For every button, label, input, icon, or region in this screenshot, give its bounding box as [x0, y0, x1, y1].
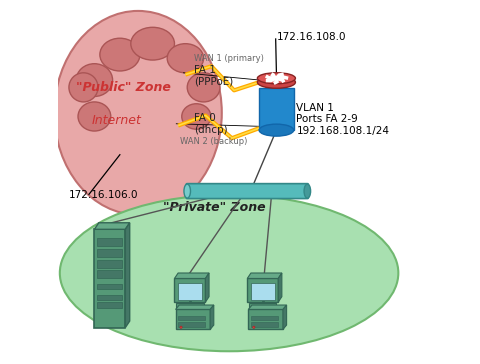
Polygon shape — [95, 223, 130, 229]
Ellipse shape — [100, 38, 140, 71]
Ellipse shape — [187, 73, 220, 102]
FancyBboxPatch shape — [178, 283, 202, 300]
Polygon shape — [125, 223, 130, 328]
Ellipse shape — [304, 184, 311, 198]
Text: WAN 1 (primary): WAN 1 (primary) — [194, 54, 264, 63]
Ellipse shape — [69, 73, 98, 102]
Polygon shape — [176, 305, 214, 309]
Text: Internet: Internet — [91, 114, 141, 127]
Polygon shape — [210, 305, 214, 329]
FancyBboxPatch shape — [251, 322, 278, 327]
FancyBboxPatch shape — [248, 309, 283, 329]
Text: "Private" Zone: "Private" Zone — [163, 201, 266, 214]
FancyBboxPatch shape — [97, 302, 122, 308]
Ellipse shape — [131, 27, 175, 60]
Ellipse shape — [184, 184, 191, 198]
FancyBboxPatch shape — [97, 284, 122, 289]
Ellipse shape — [253, 326, 255, 328]
FancyBboxPatch shape — [178, 322, 205, 327]
Ellipse shape — [76, 64, 113, 96]
FancyBboxPatch shape — [176, 303, 204, 308]
Text: 172.16.106.0: 172.16.106.0 — [69, 190, 138, 200]
FancyBboxPatch shape — [97, 238, 122, 246]
FancyBboxPatch shape — [95, 229, 125, 328]
Ellipse shape — [182, 104, 211, 129]
FancyBboxPatch shape — [251, 283, 275, 300]
Text: 172.16.108.0: 172.16.108.0 — [276, 32, 346, 43]
Text: "Public" Zone: "Public" Zone — [76, 81, 171, 94]
FancyBboxPatch shape — [97, 270, 122, 278]
Ellipse shape — [257, 76, 295, 88]
Polygon shape — [283, 305, 287, 329]
FancyBboxPatch shape — [176, 309, 210, 329]
Polygon shape — [247, 273, 282, 278]
Polygon shape — [259, 88, 294, 130]
Ellipse shape — [167, 44, 204, 73]
FancyBboxPatch shape — [97, 260, 122, 268]
Ellipse shape — [259, 124, 294, 136]
FancyBboxPatch shape — [178, 316, 205, 320]
Ellipse shape — [54, 11, 222, 215]
FancyBboxPatch shape — [186, 184, 309, 199]
Ellipse shape — [257, 73, 295, 84]
FancyBboxPatch shape — [249, 303, 276, 308]
FancyBboxPatch shape — [175, 278, 205, 302]
Polygon shape — [205, 273, 209, 302]
Polygon shape — [248, 305, 287, 309]
FancyBboxPatch shape — [251, 316, 278, 320]
Ellipse shape — [78, 102, 111, 131]
Ellipse shape — [180, 326, 182, 328]
Text: FA 1
(PPPoE): FA 1 (PPPoE) — [194, 64, 234, 86]
FancyBboxPatch shape — [97, 295, 122, 300]
Polygon shape — [278, 273, 282, 302]
FancyBboxPatch shape — [97, 249, 122, 257]
Text: WAN 2 (backup): WAN 2 (backup) — [180, 137, 247, 146]
Polygon shape — [175, 273, 209, 278]
Ellipse shape — [60, 195, 398, 351]
Text: FA 0
(dhcp): FA 0 (dhcp) — [194, 113, 228, 135]
Text: VLAN 1
Ports FA 2-9
192.168.108.1/24: VLAN 1 Ports FA 2-9 192.168.108.1/24 — [297, 103, 389, 136]
FancyBboxPatch shape — [247, 278, 278, 302]
